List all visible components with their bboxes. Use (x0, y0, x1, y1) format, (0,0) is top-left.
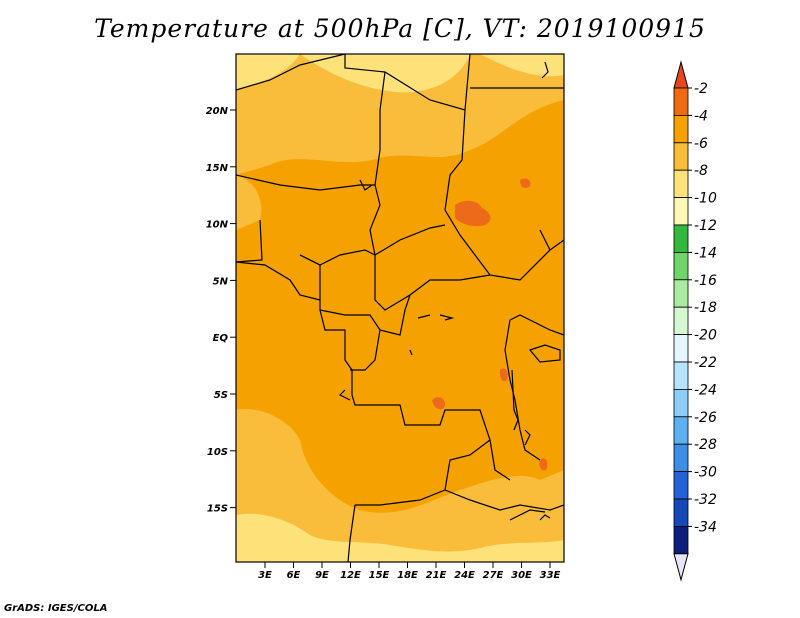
colorbar-swatch (673, 197, 689, 226)
lon-label: 12E (340, 570, 361, 581)
colorbar-label: -28 (694, 437, 717, 453)
temperature-field (236, 54, 564, 562)
colorbar-swatch (673, 443, 689, 473)
lon-label: 3E (258, 570, 272, 581)
colorbar-label: -20 (694, 328, 717, 344)
lat-label: 10S (207, 447, 228, 458)
lat-label: EQ (213, 333, 229, 344)
colorbar-label: -8 (694, 163, 708, 179)
colorbar-swatch (673, 224, 689, 253)
colorbar-swatch (673, 526, 689, 555)
grads-credit: GrADS: IGES/COLA (4, 603, 108, 614)
colorbar-swatch (673, 361, 689, 390)
longitude-axis: 3E 6E 9E 12E 15E 18E 21E 24E 27E 30E 33E (258, 562, 561, 581)
lon-label: 6E (287, 570, 301, 581)
lon-label: 27E (483, 570, 504, 581)
lat-label: 5N (213, 276, 229, 287)
colorbar-label: -10 (694, 191, 717, 207)
lon-label: 24E (454, 570, 475, 581)
country-borders (236, 54, 564, 562)
map-title: Temperature at 500hPa [C], VT: 201910091… (94, 14, 706, 43)
colorbar: -2 -4 -6 -8 -10 -12 -14 -16 -18 -20 -22 -24 -26 -28 -3… (673, 60, 717, 582)
colorbar-swatch (673, 279, 689, 308)
colorbar-bottom-arrow (673, 553, 689, 582)
colorbar-label: -14 (694, 245, 717, 261)
colorbar-label: -2 (694, 81, 708, 97)
colorbar-label: -32 (694, 492, 717, 508)
colorbar-swatch (673, 416, 689, 445)
colorbar-swatch (673, 334, 689, 363)
colorbar-swatch (673, 498, 689, 527)
colorbar-top-arrow (673, 60, 689, 89)
colorbar-swatch (673, 471, 689, 500)
colorbar-swatch (673, 306, 689, 336)
colorbar-label: -34 (694, 519, 717, 535)
colorbar-swatch (673, 115, 689, 144)
lon-label: 9E (315, 570, 329, 581)
lon-label: 21E (426, 570, 447, 581)
colorbar-swatch (673, 388, 689, 418)
lat-label: 10N (206, 220, 229, 231)
lon-label: 33E (540, 570, 561, 581)
map-frame (235, 53, 565, 563)
latitude-axis: 20N 15N 10N 5N EQ 5S 10S 15S (206, 106, 236, 515)
lat-label: 15S (207, 504, 228, 515)
lon-label: 30E (511, 570, 532, 581)
colorbar-swatch (673, 142, 689, 171)
colorbar-label: -12 (694, 218, 717, 234)
colorbar-label: -4 (694, 108, 708, 124)
colorbar-label: -30 (694, 465, 717, 481)
colorbar-swatch (673, 87, 689, 116)
colorbar-label: -24 (694, 382, 717, 398)
lon-label: 18E (397, 570, 418, 581)
colorbar-label: -22 (694, 355, 717, 371)
lat-label: 5S (214, 390, 228, 401)
colorbar-swatch (673, 169, 689, 198)
colorbar-label: -16 (694, 273, 717, 289)
lon-label: 15E (369, 570, 390, 581)
colorbar-swatch (673, 251, 689, 281)
colorbar-label: -26 (694, 410, 717, 426)
colorbar-label: -6 (694, 136, 708, 152)
lat-label: 20N (206, 106, 229, 117)
colorbar-label: -18 (694, 300, 717, 316)
lat-label: 15N (206, 163, 229, 174)
